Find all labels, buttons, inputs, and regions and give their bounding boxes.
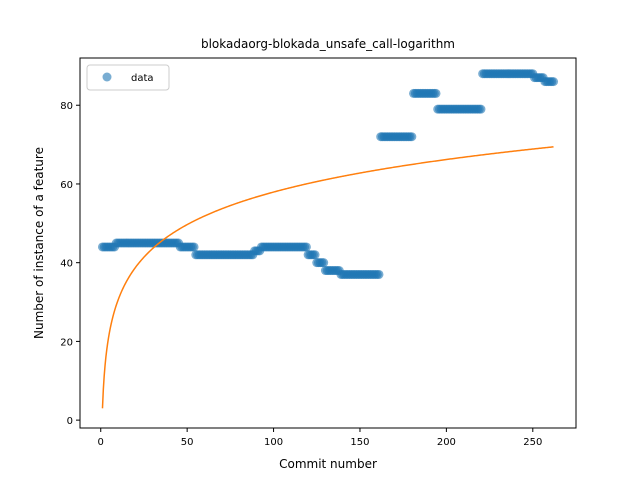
legend-marker-data xyxy=(102,72,112,82)
x-tick-label: 150 xyxy=(350,437,369,448)
data-point xyxy=(431,88,441,98)
x-tick-label: 50 xyxy=(181,437,194,448)
data-point xyxy=(374,269,384,279)
legend-label-data: data xyxy=(131,73,154,84)
data-point xyxy=(476,104,486,114)
data-point xyxy=(301,242,311,252)
fit-line xyxy=(101,146,554,409)
legend: data xyxy=(86,64,170,91)
x-tick-label: 250 xyxy=(523,437,542,448)
data-points xyxy=(97,69,559,279)
chart-title: blokadaorg-blokada_unsafe_call-logarithm xyxy=(201,37,455,51)
data-point xyxy=(189,242,199,252)
y-axis-title: Number of instance of a feature xyxy=(32,147,46,339)
x-tick-label: 200 xyxy=(437,437,456,448)
data-point xyxy=(407,132,417,142)
x-axis-title: Commit number xyxy=(279,457,377,471)
y-tick-label: 20 xyxy=(60,337,73,348)
y-tick-label: 0 xyxy=(67,416,73,427)
x-axis-ticks: 0 50 100 150 200 250 xyxy=(98,428,542,448)
plot-content xyxy=(97,69,559,409)
data-point xyxy=(319,258,329,268)
y-tick-label: 60 xyxy=(60,180,73,191)
x-tick-label: 100 xyxy=(264,437,283,448)
x-tick-label: 0 xyxy=(98,437,104,448)
y-tick-label: 80 xyxy=(60,101,73,112)
legend-box xyxy=(86,64,170,91)
data-point xyxy=(310,250,320,260)
plot-frame xyxy=(79,57,577,429)
y-axis-ticks: 0 20 40 60 80 xyxy=(60,101,80,427)
y-tick-label: 40 xyxy=(60,259,73,270)
data-point xyxy=(549,77,559,87)
